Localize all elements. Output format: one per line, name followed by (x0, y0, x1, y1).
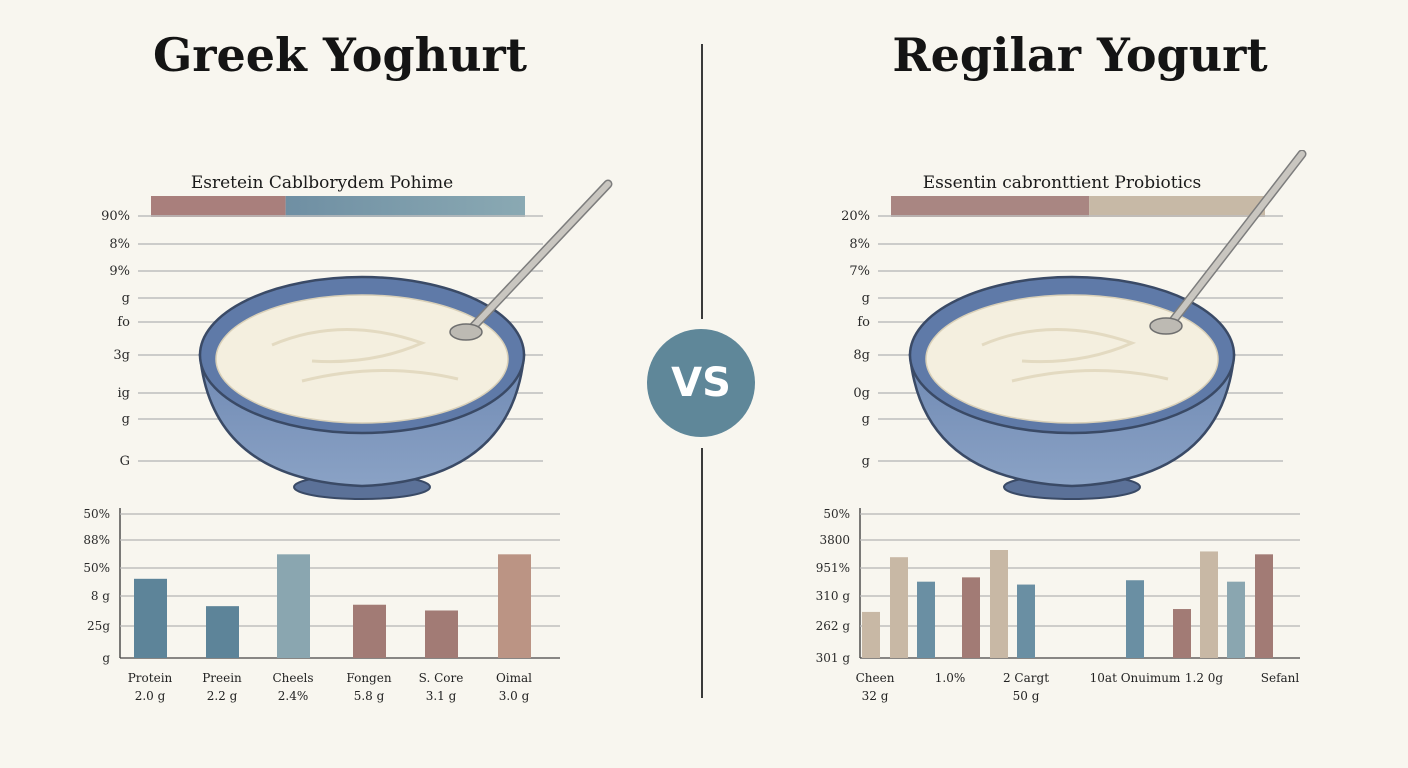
greek-category-value: 2.2 g (207, 689, 238, 703)
regular-category-label: 1.0% (935, 671, 966, 685)
regular-yogurt-swirl (1011, 368, 1169, 383)
greek-bar-5 (498, 554, 531, 658)
greek-category-value: 5.8 g (354, 689, 385, 703)
regular-tick-label: 0g (853, 386, 870, 401)
greek-category-value: 2.4% (278, 689, 309, 703)
regular-tick-label: g (862, 454, 870, 469)
greek-tick-label: 3g (113, 348, 130, 363)
regular-bar-10 (1255, 554, 1273, 658)
regular-bar-7 (1173, 609, 1191, 658)
greek-yoghurt-title: Greek Yoghurt (153, 28, 527, 82)
regular-bar-9 (1227, 581, 1245, 658)
regular-yogurt-bowl (908, 150, 1307, 500)
regular-spoon-bowl (1149, 317, 1183, 335)
regular-bottom-tick-label: 301 g (816, 651, 851, 665)
greek-bottom-tick-label: 25g (87, 619, 110, 633)
regular-category-label: Cheen (856, 671, 895, 685)
greek-category-value: 3.1 g (426, 689, 457, 703)
greek-yoghurt-panel: Esretein Cablborydem Pohime 90% 8% 9% g fo 3g i… (83, 173, 613, 703)
greek-category-label: Fongen (346, 671, 391, 685)
regular-nutrient-chart-title: Essentin cabronttient Probiotics (923, 173, 1202, 193)
regular-yogurt-panel: Essentin cabronttient Probiotics 20% 8% 7% g… (816, 150, 1307, 703)
greek-bottom-tick-label: 50% (83, 561, 110, 575)
greek-tick-label: fo (117, 315, 130, 330)
regular-tick-label: 8g (853, 348, 870, 363)
regular-tick-label: 20% (841, 209, 870, 224)
regular-bar-3 (962, 577, 980, 658)
greek-category-label: Cheels (272, 671, 313, 685)
greek-spoon-bowl (449, 323, 483, 341)
greek-tick-label: 90% (101, 209, 130, 224)
center-divider-top (701, 44, 703, 319)
regular-category-label: Sefanl (1261, 671, 1300, 685)
greek-category-value: 2.0 g (135, 689, 166, 703)
regular-bar-6 (1126, 580, 1144, 658)
greek-category-label: Protein (128, 671, 173, 685)
greek-bar-4 (425, 610, 458, 658)
regular-bottom-tick-label: 951% (816, 561, 850, 575)
regular-tick-label: 7% (849, 264, 870, 279)
greek-category-label: Preein (202, 671, 242, 685)
regular-bottom-tick-label: 310 g (816, 589, 851, 603)
center-divider-bottom (701, 448, 703, 698)
greek-tick-label: G (120, 454, 130, 469)
greek-tick-label: 8% (109, 237, 130, 252)
regular-tick-label: g (862, 412, 870, 427)
regular-tick-label: fo (857, 315, 870, 330)
greek-bottom-tick-label: g (102, 651, 110, 665)
regular-yogurt-swirl (981, 328, 1137, 364)
greek-category-value: 3.0 g (499, 689, 530, 703)
regular-bar-5 (1017, 584, 1035, 658)
greek-yogurt-bowl (198, 179, 613, 500)
regular-category-value: 50 g (1013, 689, 1040, 703)
greek-tick-label: 9% (109, 264, 130, 279)
regular-category-label: 1.2 0g (1185, 671, 1224, 685)
regular-yogurt-title: Regilar Yogurt (892, 28, 1268, 82)
greek-bottom-tick-label: 88% (83, 533, 110, 547)
greek-tick-label: g (122, 291, 130, 306)
regular-bar-0 (862, 611, 880, 658)
greek-stacked-bar-segment-1 (285, 196, 525, 217)
regular-stacked-bar-segment-0 (891, 196, 1090, 217)
greek-bar-0 (134, 578, 167, 658)
regular-tick-label: 8% (849, 237, 870, 252)
greek-yogurt-swirl (271, 328, 427, 364)
greek-bar-2 (277, 554, 310, 658)
greek-stacked-bar-segment-0 (151, 196, 286, 217)
vs-label: VS (671, 360, 731, 406)
greek-category-label: S. Core (419, 671, 464, 685)
regular-tick-label: g (862, 291, 870, 306)
greek-tick-label: ig (118, 386, 130, 401)
greek-nutrient-chart-title: Esretein Cablborydem Pohime (191, 173, 453, 193)
vs-badge: VS (647, 329, 755, 437)
greek-bottom-tick-label: 50% (83, 507, 110, 521)
greek-category-label: Oimal (496, 671, 532, 685)
greek-bottom-tick-label: 8 g (91, 589, 110, 603)
regular-bottom-tick-label: 262 g (816, 619, 851, 633)
regular-bar-4 (990, 550, 1008, 658)
regular-bar-8 (1200, 551, 1218, 658)
regular-bottom-tick-label: 50% (823, 507, 850, 521)
greek-spoon-handle (469, 181, 611, 331)
regular-category-value: 32 g (862, 689, 889, 703)
regular-bar-2 (917, 581, 935, 658)
greek-yogurt-swirl (301, 368, 459, 383)
regular-bottom-tick-label: 3800 (819, 533, 850, 547)
regular-stacked-bar-segment-1 (1089, 196, 1265, 217)
regular-category-label: 10at Onuimum (1090, 671, 1181, 685)
greek-bar-3 (353, 604, 386, 658)
regular-bar-1 (890, 557, 908, 658)
regular-category-label: 2 Cargt (1003, 671, 1049, 685)
greek-tick-label: g (122, 412, 130, 427)
greek-bar-1 (206, 606, 239, 658)
regular-spoon-handle (1169, 151, 1305, 325)
